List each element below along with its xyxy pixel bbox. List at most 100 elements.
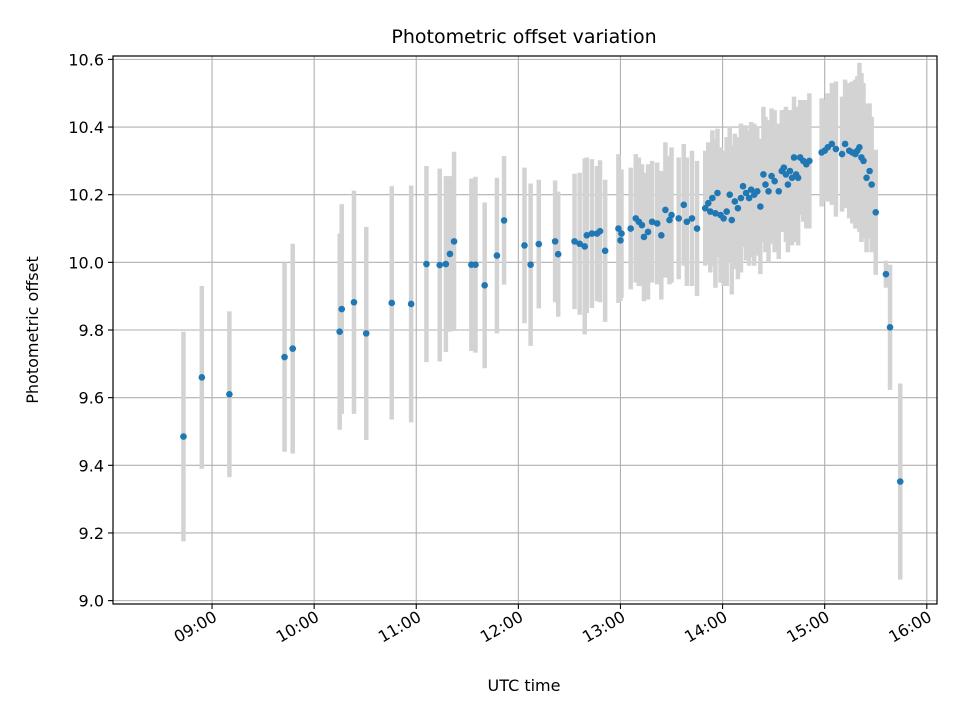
data-point — [745, 194, 753, 202]
data-point — [627, 225, 634, 232]
data-point — [336, 328, 343, 335]
data-point — [739, 182, 747, 190]
data-point — [784, 181, 792, 188]
data-point — [436, 261, 444, 269]
data-point — [709, 194, 716, 202]
data-point — [554, 250, 562, 258]
data-point — [886, 323, 894, 331]
data-point — [841, 140, 849, 148]
y-tick-label: 9.0 — [79, 592, 104, 611]
data-point — [828, 140, 836, 148]
data-point — [790, 154, 798, 161]
data-point — [446, 250, 454, 258]
data-point — [863, 174, 870, 182]
data-point — [768, 172, 775, 180]
data-point — [760, 171, 767, 178]
y-tick-label: 9.4 — [79, 456, 104, 475]
data-point — [362, 330, 370, 337]
x-axis-label: UTC time — [488, 676, 561, 695]
data-point — [720, 215, 727, 222]
data-point — [712, 209, 719, 217]
data-point — [786, 167, 794, 175]
data-point — [551, 238, 559, 245]
data-point — [644, 228, 652, 236]
data-point — [860, 157, 867, 165]
data-point — [571, 238, 578, 245]
data-points — [180, 140, 904, 485]
data-point — [868, 181, 875, 188]
y-tick-label: 10.4 — [68, 118, 104, 137]
data-point — [289, 345, 297, 352]
data-point — [747, 186, 755, 193]
data-point — [668, 211, 675, 219]
data-point — [180, 433, 187, 440]
data-point — [596, 227, 604, 235]
data-point — [737, 194, 745, 202]
data-point — [726, 191, 734, 198]
data-point — [481, 282, 488, 289]
data-point — [714, 189, 721, 197]
data-point — [423, 260, 430, 268]
data-point — [680, 201, 688, 209]
data-point — [838, 150, 846, 158]
data-point — [832, 145, 840, 153]
data-point — [638, 221, 646, 229]
data-point — [472, 261, 479, 269]
y-tick-label: 10.0 — [68, 253, 104, 272]
data-point — [350, 298, 358, 306]
data-point — [683, 218, 691, 226]
data-point — [493, 252, 501, 259]
data-point — [535, 240, 543, 248]
data-point — [866, 167, 873, 175]
y-axis-label: Photometric offset — [23, 256, 42, 404]
data-point — [442, 260, 450, 268]
data-point — [648, 218, 656, 226]
y-tick-label: 10.6 — [68, 50, 104, 69]
data-point — [662, 206, 669, 214]
data-point — [527, 261, 534, 269]
data-point — [281, 353, 288, 361]
data-point — [775, 188, 783, 195]
data-point — [707, 208, 714, 215]
data-point — [771, 177, 778, 185]
data-point — [675, 215, 682, 222]
data-point — [728, 216, 736, 224]
data-point — [666, 216, 673, 224]
y-axis: 9.0 9.2 9.4 9.6 9.8 10.0 10.2 10.4 10.6 — [68, 50, 113, 611]
data-point — [780, 164, 788, 171]
data-point — [617, 237, 624, 244]
data-point — [338, 305, 346, 313]
data-point — [500, 217, 508, 224]
data-point — [226, 390, 233, 398]
data-point — [856, 144, 863, 151]
data-point — [693, 225, 701, 232]
y-tick-label: 9.8 — [79, 321, 104, 340]
data-point — [701, 204, 709, 212]
y-tick-label: 9.6 — [79, 389, 104, 408]
data-point — [407, 300, 415, 308]
data-point — [704, 199, 712, 207]
data-point — [806, 157, 813, 165]
data-point — [762, 181, 769, 188]
data-point — [882, 270, 890, 278]
data-point — [896, 478, 904, 485]
data-point — [658, 231, 665, 239]
data-point — [872, 208, 880, 216]
y-tick-label: 9.2 — [79, 524, 104, 543]
data-point — [388, 299, 396, 307]
data-point — [450, 238, 458, 245]
data-point — [731, 198, 739, 205]
data-point — [588, 230, 596, 237]
data-point — [576, 240, 583, 248]
data-point — [640, 233, 648, 241]
data-point — [583, 231, 591, 239]
data-point — [198, 374, 206, 381]
chart-title: Photometric offset variation — [391, 26, 656, 48]
data-point — [653, 220, 661, 227]
data-point — [521, 242, 528, 249]
data-point — [618, 230, 625, 237]
data-point — [757, 203, 764, 210]
data-point — [753, 188, 761, 195]
y-tick-label: 10.2 — [68, 186, 104, 205]
data-point — [688, 215, 696, 222]
